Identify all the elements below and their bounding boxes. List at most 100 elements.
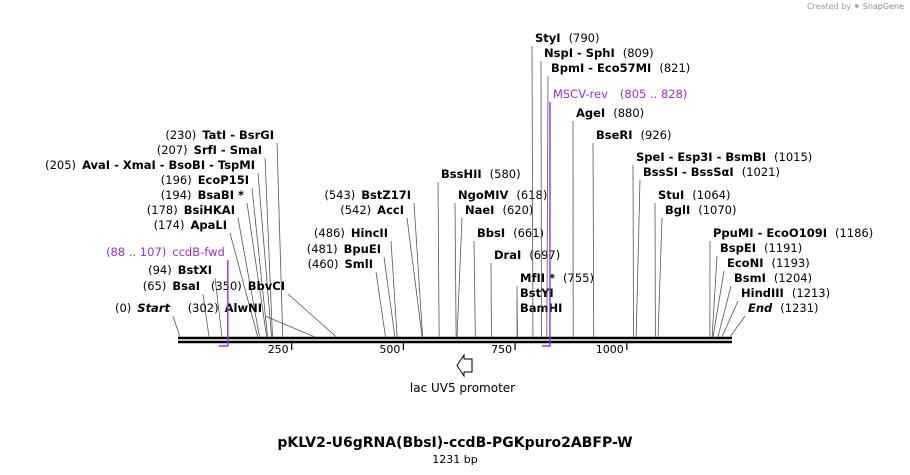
site-coordinate: (543) [324, 188, 355, 202]
site-name: ApaLI [191, 218, 228, 232]
tick-label: 750 [491, 343, 512, 356]
restriction-site: End (1231) [729, 301, 819, 338]
restriction-site: Start (0) [115, 301, 181, 338]
plasmid-title: pKLV2-U6gRNA(BbsI)-ccdB-PGKpuro2ABFP-W [277, 435, 633, 451]
site-line [657, 217, 663, 338]
site-coordinate: (1231) [780, 301, 818, 315]
site-name: BpmI - Eco57MI [551, 61, 651, 75]
restriction-site: BbvCI (350) [211, 279, 337, 338]
site-coordinate: (65) [143, 279, 167, 293]
site-line [546, 75, 549, 338]
restriction-site: SmlI (460) [308, 257, 386, 338]
site-line [237, 217, 260, 338]
restriction-site: AlwNI (302) [188, 301, 316, 338]
restriction-site: StuI (1064) [654, 188, 731, 338]
site-line [711, 255, 718, 338]
site-coordinate: (196) [161, 173, 192, 187]
site-coordinate: (697) [529, 248, 560, 262]
site-name: PpuMI - EcoO109I [713, 226, 827, 240]
site-name: BsaI [172, 279, 200, 293]
snapgene-logo-icon: ✷ [853, 2, 861, 11]
site-name: Start [137, 301, 170, 315]
site-coordinate: (94) [148, 263, 172, 277]
site-coordinate: (821) [659, 61, 690, 75]
snapgene-credit: Created by ✷ SnapGene [807, 2, 904, 11]
primer-bracket [541, 102, 551, 347]
site-coordinate: (1021) [742, 165, 780, 179]
restriction-site: EcoP15I (196) [161, 173, 268, 338]
primer: ccdB-fwd (88 .. 107) [106, 245, 229, 347]
site-coordinate: (194) [161, 188, 192, 202]
site-line [264, 315, 316, 338]
site-name: MfII * [520, 271, 555, 285]
site-coordinate: (174) [154, 218, 185, 232]
restriction-site: SpeI - Esp3I - BsmBI (1015) [632, 150, 812, 338]
site-name: SmlI [345, 257, 374, 271]
site-coordinate: (620) [502, 203, 533, 217]
site-coordinate: (926) [641, 128, 672, 142]
restriction-site: MfII * (755) [516, 271, 594, 338]
restriction-site: NaeI (620) [456, 203, 533, 338]
primer-name: ccdB-fwd [172, 245, 225, 259]
restriction-site: BssHII (580) [437, 167, 521, 338]
restriction-site: AgeI (880) [572, 106, 644, 338]
site-coordinate: (486) [314, 226, 345, 240]
site-name: End [748, 301, 773, 315]
tick-label: 500 [379, 343, 400, 356]
site-line [712, 270, 725, 338]
site-line [717, 285, 732, 338]
primer-range: (805 .. 828) [620, 87, 688, 101]
restriction-site: TatI - BsrGI (230) [165, 128, 284, 338]
restriction-site: BsmI (1204) [717, 271, 812, 338]
site-line [390, 240, 398, 338]
restriction-site: AccI (542) [340, 203, 423, 338]
restriction-site: BbsI (661) [473, 226, 544, 338]
site-name: HincII [351, 226, 388, 240]
restriction-site: BstZ17I (543) [324, 188, 424, 338]
restriction-site: StyI (790) [531, 31, 600, 338]
site-name: SpeI - Esp3I - BsmBI [636, 150, 766, 164]
site-name: BspEI [720, 241, 756, 255]
site-coordinate: (302) [188, 301, 219, 315]
site-name: BseRI [596, 128, 633, 142]
site-coordinate: (1191) [764, 241, 802, 255]
site-name: BsiHKAI [184, 203, 235, 217]
site-name: BsaBI * [198, 188, 244, 202]
restriction-site: BseRI (926) [592, 128, 672, 338]
site-coordinate: (205) [45, 158, 76, 172]
site-name: EcoP15I [198, 173, 249, 187]
site-line [251, 187, 268, 338]
restriction-site: EcoNI (1193) [712, 256, 810, 338]
site-name: NspI - SphI [544, 46, 615, 60]
site-name: BsmI [734, 271, 766, 285]
restriction-site: BsaI (65) [143, 279, 210, 338]
site-name: SrfI - SmaI [194, 143, 262, 157]
primer-bracket [218, 260, 229, 347]
site-coordinate: (230) [165, 128, 196, 142]
site-coordinate: (1193) [771, 256, 809, 270]
credit-prefix: Created by [806, 2, 851, 11]
restriction-site: NspI - SphI (809) [540, 46, 654, 338]
site-line [287, 293, 337, 338]
site-line [437, 181, 440, 338]
site-coordinate: (350) [211, 279, 242, 293]
site-coordinate: (1213) [792, 286, 830, 300]
site-name: NgoMIV [458, 188, 508, 202]
site-name: StyI [535, 31, 561, 45]
site-coordinate: (460) [308, 257, 339, 271]
site-line [531, 45, 534, 338]
site-name: BstXI [178, 263, 212, 277]
tick-label: 1000 [596, 343, 624, 356]
restriction-site: PpuMI - EcoO109I (1186) [709, 226, 873, 338]
plasmid-length: 1231 bp [432, 453, 478, 466]
site-name: TatI - BsrGI [202, 128, 274, 142]
restriction-site: HincII (486) [314, 226, 398, 338]
site-line [729, 315, 746, 338]
site-line [214, 277, 223, 338]
site-line [413, 202, 424, 338]
site-name: AgeI [576, 106, 605, 120]
site-coordinate: (809) [623, 46, 654, 60]
site-line [721, 300, 739, 338]
site-coordinate: (661) [513, 226, 544, 240]
